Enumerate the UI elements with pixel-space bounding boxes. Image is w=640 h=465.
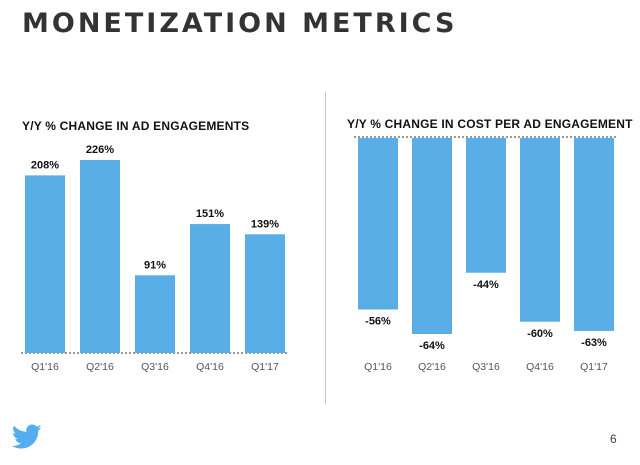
tick-label: Q3'16 [141,361,169,373]
twitter-bird-icon [12,424,42,449]
bar [412,138,452,334]
bar [245,234,285,353]
page-title: MONETIZATION METRICS [22,8,458,39]
chart-title-cost-per-engagement: Y/Y % CHANGE IN COST PER AD ENGAGEMENT [347,117,633,131]
data-label: 139% [251,218,279,230]
bar [135,275,175,353]
tick-label: Q2'16 [418,361,446,373]
chart-title-ad-engagements: Y/Y % CHANGE IN AD ENGAGEMENTS [22,119,250,133]
data-label: 208% [31,159,59,171]
page-number: 6 [610,432,617,446]
bar [358,138,398,310]
tick-label: Q1'17 [580,361,608,373]
bar [25,175,65,353]
data-label: -56% [365,316,391,328]
bar [574,138,614,331]
tick-label: Q1'16 [31,361,59,373]
bar [80,160,120,353]
data-label: 91% [144,259,166,271]
tick-label: Q4'16 [196,361,224,373]
bar [190,224,230,353]
data-label: 151% [196,208,224,220]
data-label: -64% [419,340,445,352]
data-label: -44% [473,279,499,291]
data-label: 226% [86,144,114,156]
data-label: -63% [581,337,607,349]
tick-label: Q1'16 [364,361,392,373]
tick-label: Q1'17 [251,361,279,373]
tick-label: Q2'16 [86,361,114,373]
tick-label: Q4'16 [526,361,554,373]
tick-label: Q3'16 [472,361,500,373]
bar [466,138,506,273]
data-label: -60% [527,328,553,340]
bar [520,138,560,322]
chart-divider [325,92,326,404]
